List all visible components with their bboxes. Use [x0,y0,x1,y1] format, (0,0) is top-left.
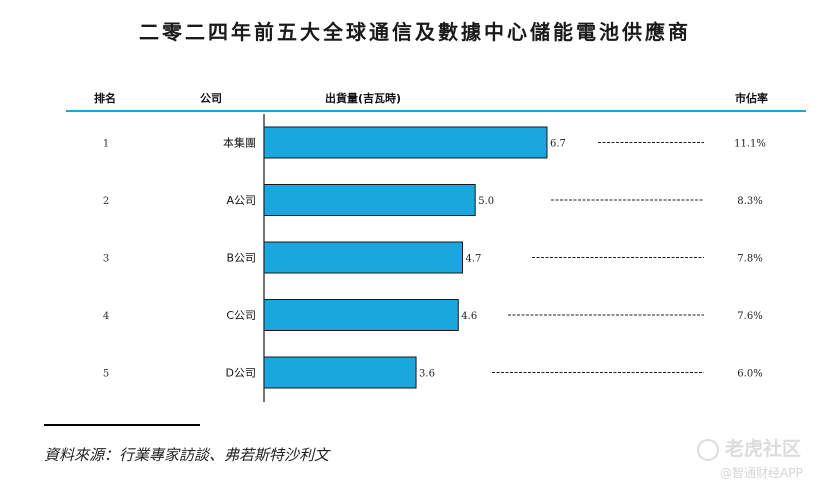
chart-title: 二零二四年前五大全球通信及數據中心儲能電池供應商 [139,20,691,44]
bar [263,184,476,216]
share-label: 11.1% [734,139,766,150]
category-label: A公司 [226,194,256,207]
rank-label: 3 [103,254,109,265]
footer-divider [44,424,200,426]
share-label: 7.8% [737,254,762,265]
value-label: 5.0 [478,196,494,207]
bar [263,126,548,159]
bar [263,241,464,274]
shipment-column-header: 出貨量(吉瓦時) [325,92,402,105]
rank-label: 4 [103,311,109,322]
category-label: B公司 [226,252,256,265]
watermark-brand: 老虎社区 [697,434,801,461]
rank-label: 5 [103,369,109,380]
header-divider [66,110,806,112]
share-column-header: 市佔率 [735,92,768,105]
category-label: C公司 [226,309,256,322]
watermark-brand-text: 老虎社区 [725,438,802,460]
value-label: 4.6 [461,311,477,322]
source-note: 資料來源：行業專家訪談、弗若斯特沙利文 [44,446,330,464]
share-label: 7.6% [737,311,762,322]
category-label: 本集團 [223,136,256,150]
tiger-logo-icon [697,438,719,461]
bar [263,356,417,389]
rank-column-header: 排名 [94,92,116,105]
share-label: 6.0% [737,369,762,380]
value-label: 3.6 [419,369,435,380]
value-label: 4.7 [466,254,482,265]
bar [263,299,459,331]
watermark-sub: @智通财经APP [720,466,803,480]
share-label: 8.3% [737,196,762,207]
value-label: 6.7 [550,139,566,150]
rank-label: 2 [103,196,109,207]
category-label: D公司 [226,367,256,380]
rank-label: 1 [103,139,109,150]
company-column-header: 公司 [200,92,222,105]
